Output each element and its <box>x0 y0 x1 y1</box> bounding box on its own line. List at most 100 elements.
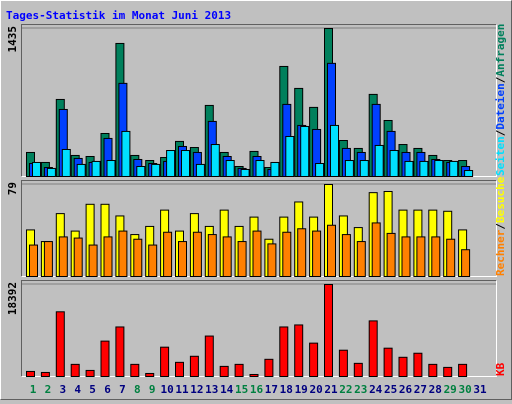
legend-separator: / <box>494 76 507 83</box>
bar <box>130 363 140 377</box>
x-tick-label: 2 <box>45 383 52 396</box>
bar <box>401 236 411 277</box>
bar <box>371 222 381 277</box>
bar <box>61 148 71 177</box>
bar <box>175 361 184 377</box>
x-tick-label: 13 <box>205 383 218 396</box>
legend: KB <box>494 362 507 376</box>
x-tick-label: 9 <box>149 383 156 396</box>
x-tick-label: 5 <box>89 383 96 396</box>
bar <box>359 160 369 177</box>
bar <box>434 160 444 177</box>
legend-entry: Seiten <box>494 136 507 176</box>
bar <box>192 231 202 278</box>
bar <box>91 160 101 177</box>
x-tick-label: 18 <box>280 383 293 396</box>
bar <box>285 135 295 177</box>
panel-bevel-dark <box>21 24 497 177</box>
bar <box>136 165 146 177</box>
bar <box>204 335 214 377</box>
bar <box>443 366 453 377</box>
x-tick-label: 21 <box>324 383 338 396</box>
bar <box>297 228 307 277</box>
panel <box>21 24 497 177</box>
x-tick-label: 6 <box>104 383 111 396</box>
legend-separator: / <box>494 223 507 230</box>
bar <box>338 349 348 377</box>
bar <box>368 320 378 377</box>
x-tick-label: 11 <box>175 383 189 396</box>
bar <box>252 230 262 277</box>
bar <box>88 244 98 277</box>
bar <box>32 161 41 178</box>
bar <box>374 144 384 178</box>
bar <box>461 249 471 278</box>
bar <box>195 163 205 178</box>
x-tick-label: 26 <box>399 383 413 396</box>
bar <box>404 160 414 177</box>
bar <box>270 161 280 178</box>
x-tick-label: 16 <box>250 383 264 396</box>
bar <box>222 236 232 277</box>
bar <box>148 244 158 277</box>
bar <box>207 234 217 277</box>
x-tick-label: 17 <box>265 383 278 396</box>
bar <box>446 238 456 277</box>
bar <box>118 230 128 277</box>
bar <box>210 144 220 178</box>
bar <box>300 125 310 177</box>
bar <box>70 363 80 377</box>
x-tick-label: 29 <box>444 383 457 396</box>
x-tick-label: 19 <box>295 383 308 396</box>
bar <box>145 372 155 378</box>
bar <box>85 369 95 378</box>
bar <box>133 238 143 277</box>
bar <box>279 326 289 378</box>
x-tick-label: 30 <box>458 383 471 396</box>
bar <box>103 236 113 277</box>
legend-entry: Anfragen <box>494 24 507 77</box>
legend: Rechner/Besuche <box>494 176 507 276</box>
bar <box>255 160 265 177</box>
bar <box>309 342 319 378</box>
panel-bevel-dark <box>21 280 497 377</box>
x-tick-label: 24 <box>369 383 383 396</box>
legend-separator: / <box>494 129 507 136</box>
bar <box>458 363 468 377</box>
bar <box>315 163 325 178</box>
x-tick-label: 25 <box>384 383 397 396</box>
bar <box>234 363 244 377</box>
y-tick-label: 1435 <box>6 26 19 53</box>
panel-bevel-dark <box>21 180 497 277</box>
bar <box>225 160 235 177</box>
bar <box>219 365 229 377</box>
bar <box>166 150 176 177</box>
x-tick-label: 1 <box>30 383 37 396</box>
bar <box>383 347 393 377</box>
x-tick-label: 10 <box>160 383 173 396</box>
bar <box>46 167 56 177</box>
bar <box>344 160 354 177</box>
bar <box>29 244 38 277</box>
bar <box>100 340 110 378</box>
bar <box>160 346 170 377</box>
bar <box>428 363 438 377</box>
x-tick-label: 31 <box>473 383 487 396</box>
bar <box>413 352 423 378</box>
bar <box>115 326 125 378</box>
x-tick-label: 4 <box>74 383 81 396</box>
bar <box>181 150 190 177</box>
x-tick-label: 15 <box>235 383 248 396</box>
x-tick-label: 22 <box>339 383 352 396</box>
bar <box>356 241 366 278</box>
x-tick-label: 28 <box>429 383 442 396</box>
bar <box>178 241 187 278</box>
y-tick-label: 18392 <box>6 282 19 315</box>
x-tick-label: 20 <box>309 383 322 396</box>
bar <box>76 163 86 178</box>
bar <box>419 160 429 177</box>
bar <box>249 373 259 378</box>
x-tick-label: 8 <box>134 383 141 396</box>
bar <box>264 358 274 378</box>
